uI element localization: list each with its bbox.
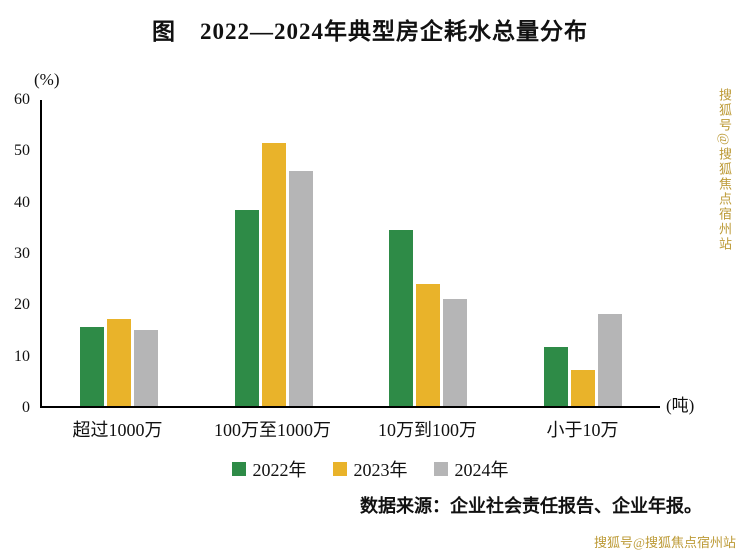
bar-group — [351, 100, 506, 406]
plot-area — [40, 100, 660, 408]
legend-swatch — [433, 462, 448, 476]
bar-2022年 — [80, 326, 105, 406]
bar-2024年 — [443, 298, 468, 406]
bar-group — [197, 100, 352, 406]
y-tick-label: 60 — [14, 91, 30, 108]
legend-swatch — [231, 462, 246, 476]
bar-2023年 — [261, 143, 286, 406]
y-tick-label: 20 — [14, 296, 30, 314]
watermark-vertical: 搜狐号@搜狐焦点宿州站 — [717, 88, 732, 252]
legend-item: 2022年 — [231, 456, 307, 482]
legend-label: 2022年 — [252, 460, 307, 480]
y-tick-label: 10 — [14, 347, 30, 365]
x-axis-label: 10万到100万 — [378, 420, 477, 440]
chart-title: 图 2022—2024年典型房企耗水总量分布 — [152, 19, 588, 44]
y-axis-unit-label: (%) — [34, 70, 60, 89]
bar-group — [42, 100, 197, 406]
bar-2024年 — [288, 171, 313, 406]
legend-item: 2023年 — [332, 456, 408, 482]
bar-2024年 — [134, 329, 159, 406]
legend-label: 2024年 — [454, 460, 509, 480]
y-tick-label: 40 — [14, 193, 30, 211]
y-tick-label: 0 — [22, 399, 30, 416]
bar-2024年 — [597, 314, 622, 406]
watermark-horizontal: 搜狐号@搜狐焦点宿州站 — [594, 535, 736, 550]
x-axis-labels: 超过1000万 100万至1000万 10万到100万 小于10万 — [40, 416, 660, 442]
legend-swatch — [332, 462, 347, 476]
legend-item: 2024年 — [433, 456, 509, 482]
x-axis-unit-label: (吨) — [666, 396, 695, 415]
bar-groups — [42, 100, 660, 406]
x-axis-label: 超过1000万 — [72, 420, 163, 440]
bar-2022年 — [543, 347, 568, 406]
bar-2023年 — [570, 370, 595, 406]
bar-2023年 — [416, 283, 441, 406]
bar-2022年 — [234, 209, 259, 406]
bar-2023年 — [107, 319, 132, 406]
x-axis-label: 100万至1000万 — [214, 420, 331, 440]
bar-2022年 — [389, 230, 414, 406]
data-source-caption: 数据来源：企业社会责任报告、企业年报。 — [360, 496, 702, 516]
y-tick-label: 50 — [14, 142, 30, 160]
x-axis-label: 小于10万 — [546, 420, 619, 440]
y-axis-ticks: 0 10 20 30 40 50 60 — [0, 91, 34, 416]
y-tick-label: 30 — [14, 245, 30, 262]
legend: 2022年 2023年 2024年 — [0, 456, 740, 482]
bar-group — [506, 100, 661, 406]
legend-label: 2023年 — [353, 460, 408, 480]
